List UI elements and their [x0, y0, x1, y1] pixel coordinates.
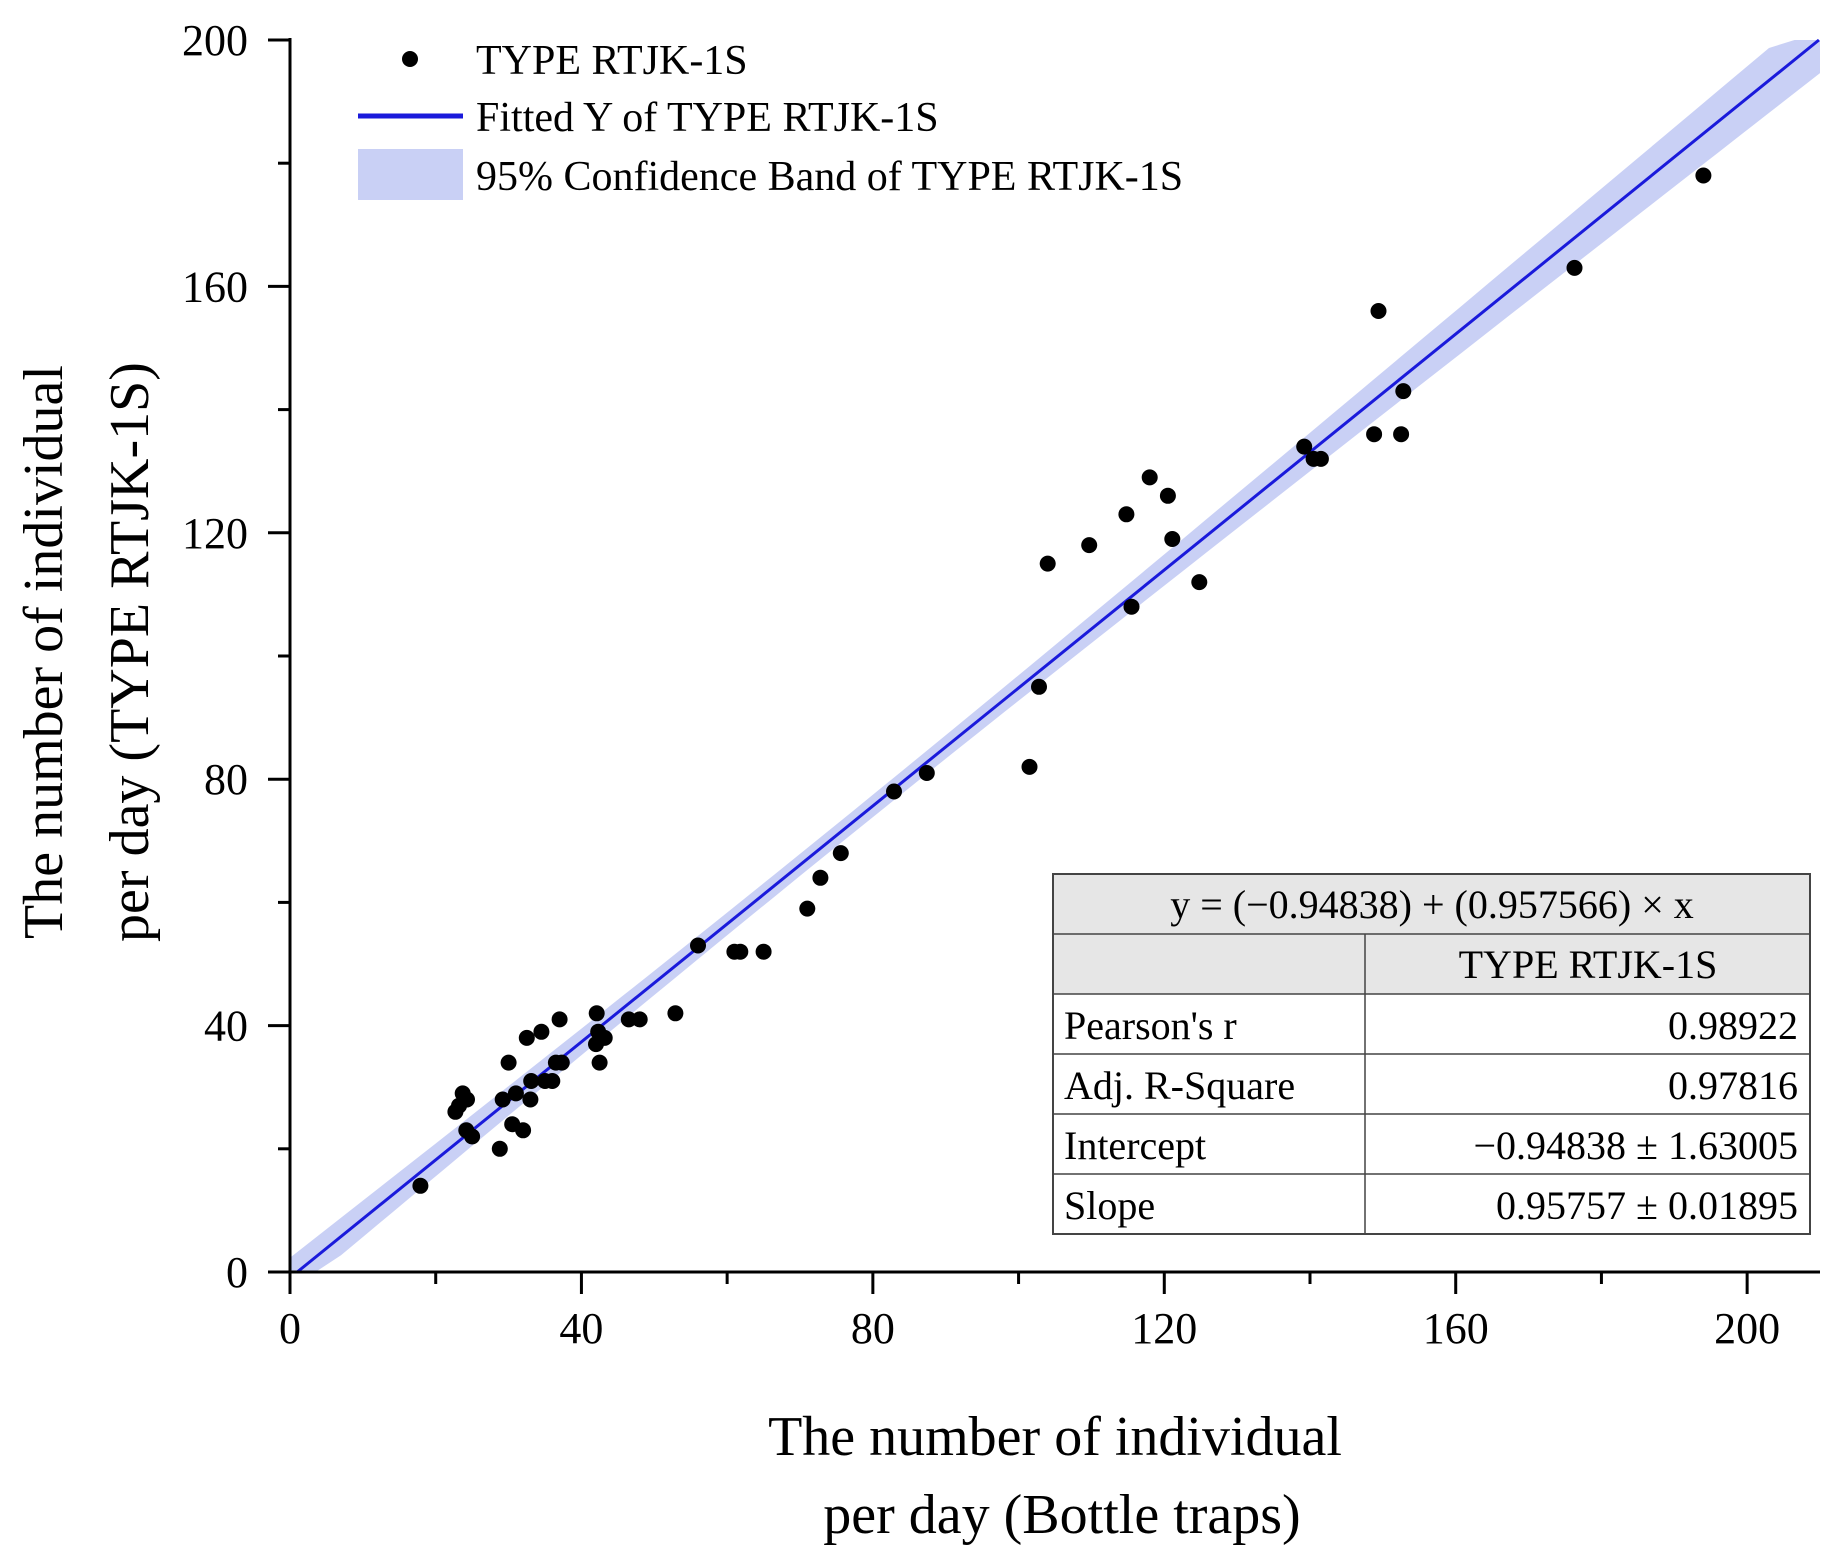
axes-layer: 0 40 80 120 160 200 0 40 80 120 160 200 [182, 16, 1820, 1353]
data-point [544, 1073, 561, 1089]
stats-row-value-intercept: −0.94838 ± 1.63005 [1473, 1123, 1798, 1168]
data-point [551, 1011, 568, 1028]
data-point [1395, 383, 1412, 400]
data-point [1164, 531, 1181, 547]
data-point [1031, 678, 1047, 695]
data-point [1159, 487, 1176, 504]
data-point [491, 1140, 508, 1157]
data-point [755, 943, 772, 960]
data-point [588, 1005, 605, 1022]
data-point [799, 900, 816, 917]
fitted-line [296, 38, 1820, 1274]
data-point [459, 1091, 475, 1108]
data-point [886, 783, 902, 800]
data-point [1695, 167, 1712, 184]
data-point [500, 1054, 517, 1071]
stats-column-header: TYPE RTJK-1S [1459, 942, 1718, 987]
y-axis-title-line2: per day (TYPE RTJK-1S) [99, 362, 161, 942]
y-tick-label: 80 [204, 755, 248, 804]
stats-header-bg [1053, 934, 1810, 994]
x-tick-label: 80 [851, 1304, 895, 1353]
data-point [667, 1005, 684, 1022]
y-tick-label: 40 [204, 1002, 248, 1051]
data-point [1141, 469, 1158, 486]
data-point [464, 1128, 481, 1145]
y-tick-label: 200 [182, 16, 248, 65]
x-axis-title-line1: The number of individual [768, 1406, 1342, 1468]
data-point [1021, 758, 1038, 775]
x-tick-label: 0 [279, 1304, 301, 1353]
legend-band-swatch [358, 149, 463, 200]
data-point [596, 1029, 613, 1046]
y-axis-title-line1: The number of individual [13, 365, 75, 939]
legend-label-points: TYPE RTJK-1S [476, 38, 748, 84]
data-point [690, 937, 706, 954]
data-points-layer [412, 167, 1712, 1194]
data-point [1081, 537, 1098, 554]
data-point [1039, 555, 1056, 572]
data-point [412, 1177, 429, 1194]
data-point [832, 845, 849, 862]
data-point [518, 1029, 535, 1046]
data-point [812, 869, 829, 886]
y-tick-label: 160 [182, 262, 248, 311]
stats-equation-bg [1053, 874, 1810, 934]
stats-row-label-pearson: Pearson's r [1064, 1003, 1237, 1048]
data-point [918, 765, 935, 781]
data-point [1296, 438, 1313, 455]
legend-label-fit: Fitted Y of TYPE RTJK-1S [476, 95, 939, 141]
data-point [494, 1091, 511, 1108]
data-point [631, 1011, 648, 1028]
x-axis-title-line2: per day (Bottle traps) [823, 1484, 1300, 1546]
legend-label-band: 95% Confidence Band of TYPE RTJK-1S [476, 154, 1183, 200]
x-tick-label: 200 [1714, 1304, 1780, 1353]
stats-equation: y = (−0.94838) + (0.957566) × x [1170, 882, 1694, 927]
stats-row-label-intercept: Intercept [1064, 1123, 1206, 1168]
stats-row-value-pearson: 0.98922 [1668, 1003, 1798, 1048]
data-point [1191, 574, 1208, 591]
data-point [1393, 426, 1410, 443]
fit-line-layer [296, 38, 1820, 1274]
data-point [1312, 450, 1329, 467]
stats-row-label-slope: Slope [1064, 1183, 1155, 1228]
stats-table: y = (−0.94838) + (0.957566) × x TYPE RTJ… [1052, 873, 1811, 1235]
data-point [1123, 598, 1140, 615]
y-tick-label: 0 [226, 1248, 248, 1297]
legend-point-marker [402, 51, 418, 67]
data-point [1566, 259, 1583, 276]
data-point [533, 1023, 550, 1040]
data-point [507, 1085, 524, 1102]
data-point [1366, 426, 1383, 443]
x-tick-label: 40 [559, 1304, 603, 1353]
data-point [1370, 303, 1387, 319]
stats-row-label-adj-r-square: Adj. R-Square [1064, 1063, 1295, 1108]
data-point [732, 943, 749, 960]
stats-row-value-adj-r-square: 0.97816 [1668, 1063, 1798, 1108]
data-point [522, 1091, 539, 1108]
data-point [553, 1054, 570, 1071]
data-point [1118, 506, 1135, 523]
data-point [523, 1073, 540, 1089]
x-tick-label: 120 [1131, 1304, 1197, 1353]
y-tick-label: 120 [182, 509, 248, 558]
data-point [515, 1122, 532, 1139]
legend: TYPE RTJK-1S Fitted Y of TYPE RTJK-1S 95… [358, 38, 1183, 200]
stats-row-value-slope: 0.95757 ± 0.01895 [1496, 1183, 1798, 1228]
data-point [591, 1054, 608, 1071]
x-tick-label: 160 [1423, 1304, 1489, 1353]
